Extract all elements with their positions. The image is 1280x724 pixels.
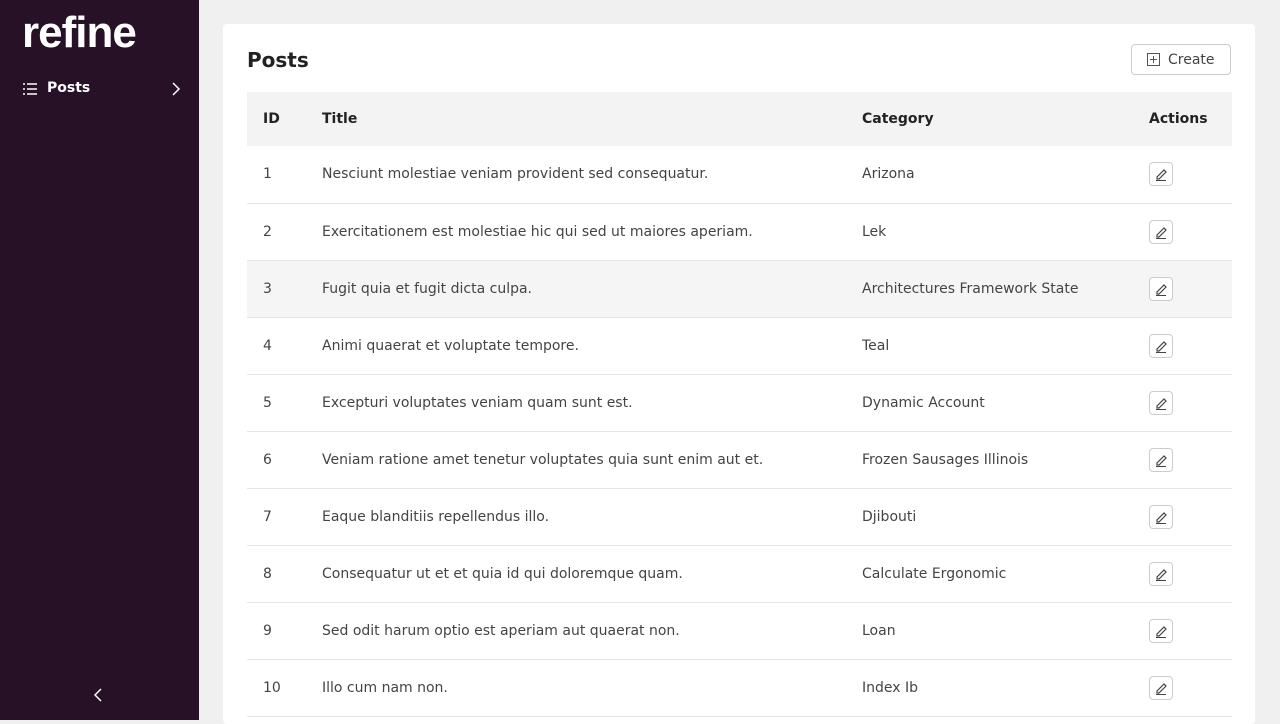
id-cell: 2 [247, 203, 306, 261]
category-cell: Frozen Sausages Illinois [846, 431, 1133, 489]
list-icon [23, 83, 37, 95]
edit-button[interactable] [1149, 675, 1173, 700]
actions-cell [1133, 488, 1232, 546]
table-row[interactable]: 7 Eaque blanditiis repellendus illo. Djibo… [247, 488, 1232, 546]
actions-cell [1133, 431, 1232, 489]
posts-table: ID Title Category Actions 1 Nesciunt molesti… [247, 92, 1232, 717]
title-cell: Eaque blanditiis repellendus illo. [306, 488, 846, 546]
edit-button[interactable] [1149, 333, 1173, 358]
category-cell: Index Ib [846, 659, 1133, 717]
chevron-right [172, 82, 181, 96]
plus-icon [1147, 53, 1160, 66]
category-cell: Loan [846, 602, 1133, 660]
edit-icon [1156, 625, 1167, 638]
id-cell: 1 [247, 146, 306, 204]
page-title: Posts [247, 48, 309, 72]
nav-label: Posts [47, 80, 91, 96]
table-row[interactable]: 2 Exercitationem est molestiae hic qui se… [247, 203, 1232, 261]
title-cell: Consequatur ut et et quia id qui dolorem… [306, 545, 846, 603]
content-card: Posts Create ID Title Category Actions 1 Nes… [223, 24, 1255, 724]
table-row[interactable]: 3 Fugit quia et fugit dicta culpa. Archite… [247, 260, 1232, 318]
edit-icon [1156, 283, 1167, 296]
edit-icon [1156, 511, 1167, 524]
category-cell: Architectures Framework State [846, 260, 1133, 318]
actions-cell [1133, 317, 1232, 375]
title-cell: Illo cum nam non. [306, 659, 846, 717]
table-row[interactable]: 8 Consequatur ut et et quia id qui dolore… [247, 545, 1232, 603]
title-cell: Veniam ratione amet tenetur voluptates q… [306, 431, 846, 489]
category-cell: Arizona [846, 146, 1133, 204]
actions-cell [1133, 146, 1232, 204]
edit-icon [1156, 682, 1167, 695]
column-header: Category [846, 92, 1133, 146]
nav-item[interactable]: Posts [0, 76, 199, 102]
actions-cell [1133, 260, 1232, 318]
edit-button[interactable] [1149, 390, 1173, 415]
actions-cell [1133, 545, 1232, 603]
id-cell: 7 [247, 488, 306, 546]
column-header: Actions [1133, 92, 1232, 146]
edit-icon [1156, 226, 1167, 239]
column-header: ID [247, 92, 306, 146]
edit-button[interactable] [1149, 618, 1173, 643]
id-cell: 5 [247, 374, 306, 432]
actions-cell [1133, 602, 1232, 660]
id-cell: 6 [247, 431, 306, 489]
column-header: Title [306, 92, 846, 146]
id-cell: 3 [247, 260, 306, 318]
create-label: Create [1168, 51, 1215, 68]
category-cell: Djibouti [846, 488, 1133, 546]
edit-icon [1156, 568, 1167, 581]
actions-cell [1133, 659, 1232, 717]
table-row[interactable]: 10 Illo cum nam non. Index Ib [247, 659, 1232, 717]
title-cell: Sed odit harum optio est aperiam aut qua… [306, 602, 846, 660]
id-cell: 10 [247, 659, 306, 717]
actions-cell [1133, 374, 1232, 432]
edit-button[interactable] [1149, 276, 1173, 301]
edit-button[interactable] [1149, 504, 1173, 529]
create-button[interactable]: Create [1131, 44, 1231, 75]
edit-button[interactable] [1149, 162, 1173, 187]
logo[interactable]: refine [22, 8, 137, 57]
edit-icon [1156, 454, 1167, 467]
header-row: ID Title Category Actions [247, 92, 1232, 146]
id-cell: 8 [247, 545, 306, 603]
category-cell: Dynamic Account [846, 374, 1133, 432]
table-row[interactable]: 5 Excepturi voluptates veniam quam sunt e… [247, 374, 1232, 432]
category-cell: Teal [846, 317, 1133, 375]
table-row[interactable]: 9 Sed odit harum optio est aperiam aut qu… [247, 602, 1232, 660]
edit-button[interactable] [1149, 447, 1173, 472]
title-cell: Nesciunt molestiae veniam provident sed … [306, 146, 846, 204]
title-cell: Fugit quia et fugit dicta culpa. [306, 260, 846, 318]
table-row[interactable]: 4 Animi quaerat et voluptate tempore. Teal [247, 317, 1232, 375]
title-cell: Animi quaerat et voluptate tempore. [306, 317, 846, 375]
title-cell: Exercitationem est molestiae hic qui sed… [306, 203, 846, 261]
table-row[interactable]: 1 Nesciunt molestiae veniam provident sed… [247, 146, 1232, 204]
id-cell: 4 [247, 317, 306, 375]
category-cell: Calculate Ergonomic [846, 545, 1133, 603]
category-cell: Lek [846, 203, 1133, 261]
edit-icon [1156, 397, 1167, 410]
sidebar: refine Posts [0, 0, 199, 720]
edit-icon [1156, 340, 1167, 353]
title-cell: Excepturi voluptates veniam quam sunt es… [306, 374, 846, 432]
table-row[interactable]: 6 Veniam ratione amet tenetur voluptates … [247, 431, 1232, 489]
actions-cell [1133, 203, 1232, 261]
edit-button[interactable] [1149, 561, 1173, 586]
id-cell: 9 [247, 602, 306, 660]
edit-button[interactable] [1149, 219, 1173, 244]
collapse-button[interactable] [92, 688, 104, 702]
edit-icon [1156, 169, 1167, 182]
